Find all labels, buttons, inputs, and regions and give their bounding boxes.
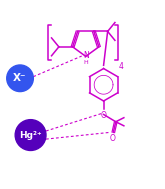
Text: O: O — [101, 111, 107, 120]
Text: O: O — [110, 134, 115, 143]
Text: Hg²⁺: Hg²⁺ — [19, 131, 42, 139]
Text: X⁻: X⁻ — [13, 73, 27, 83]
Text: 4: 4 — [119, 62, 124, 71]
Text: H: H — [83, 60, 88, 65]
Text: N: N — [83, 51, 89, 60]
Circle shape — [7, 65, 33, 92]
Circle shape — [15, 120, 46, 150]
